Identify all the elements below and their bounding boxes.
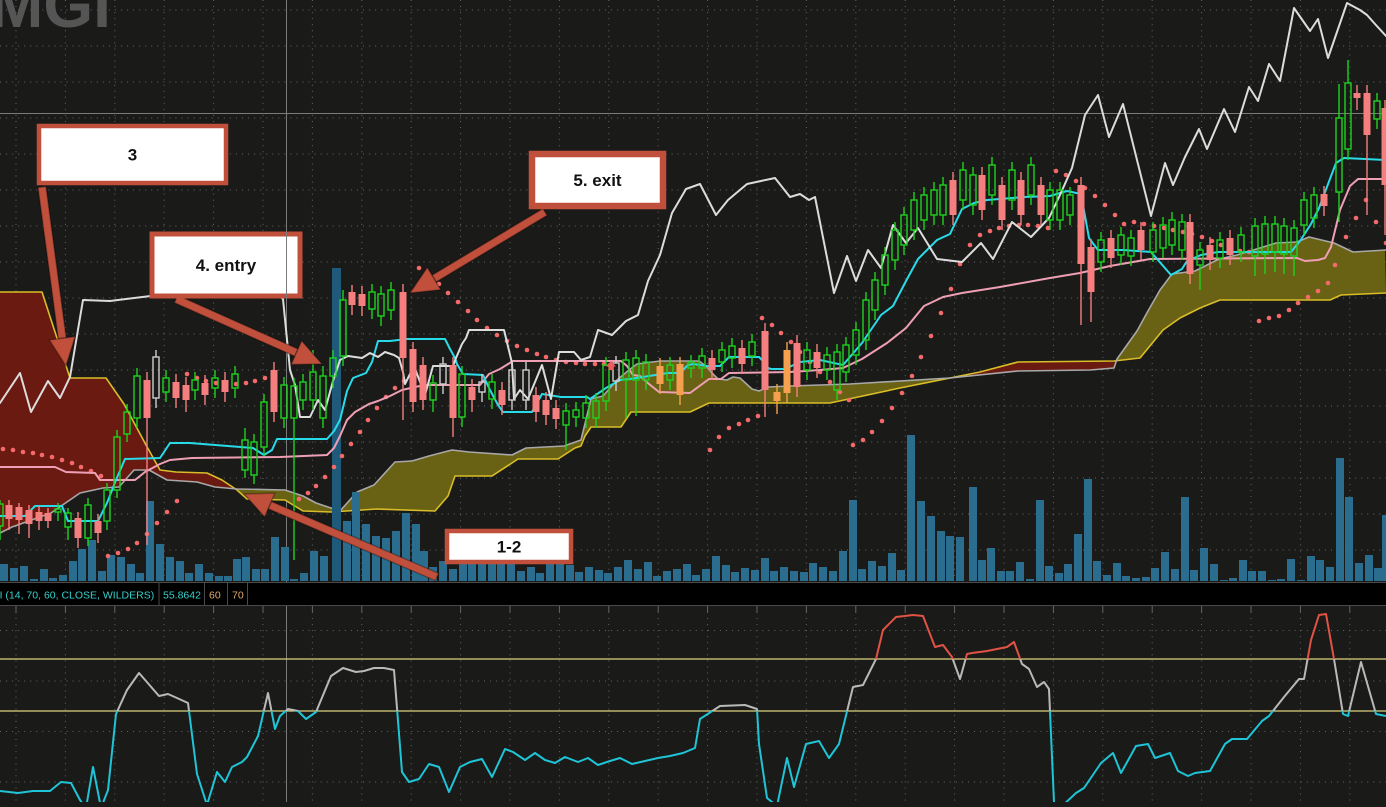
svg-text:60: 60: [209, 590, 221, 602]
svg-text:70: 70: [232, 590, 244, 602]
svg-text:55.8642: 55.8642: [163, 590, 201, 602]
svg-text:1-2: 1-2: [497, 538, 522, 557]
svg-text:MGI: MGI: [0, 0, 111, 41]
svg-text:3: 3: [128, 146, 137, 165]
svg-text:RSI (14, 70, 60, CLOSE, WILDER: RSI (14, 70, 60, CLOSE, WILDERS): [0, 590, 154, 602]
svg-text:4. entry: 4. entry: [196, 256, 257, 275]
svg-text:5. exit: 5. exit: [573, 171, 622, 190]
